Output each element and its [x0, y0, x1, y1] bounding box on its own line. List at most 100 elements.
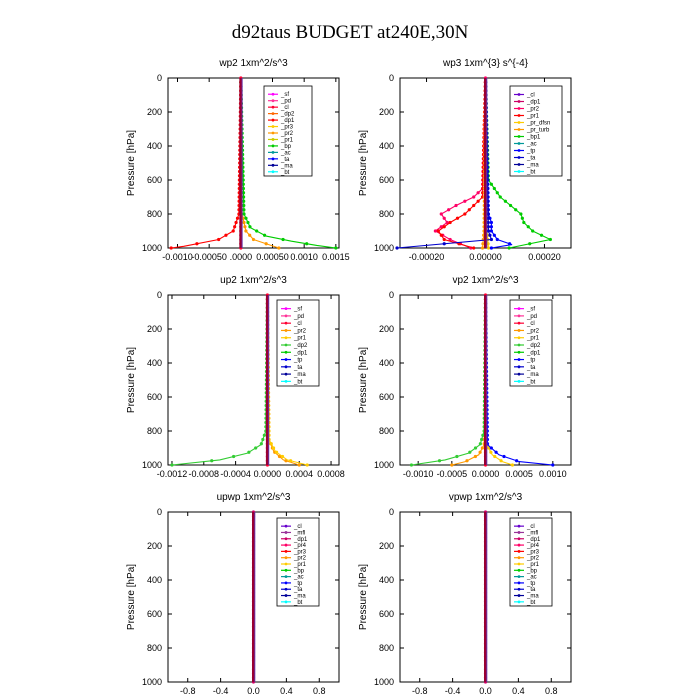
y-tick-label-0-3: 600	[147, 175, 162, 185]
legend-marker-0-0	[271, 92, 275, 96]
y-tick-label-4-3: 600	[147, 609, 162, 619]
legend-label-1-4: _pr_dfsn	[526, 121, 550, 127]
series-marker-3-pr2-1000	[450, 463, 454, 467]
x-tick-label-3-1: -0.0005	[437, 469, 468, 479]
legend-label-2-1: _pd	[293, 314, 304, 320]
legend-label-0-10: _ta	[280, 157, 290, 163]
series-marker-1-bp1-800	[519, 212, 523, 216]
series-marker-2-pr2-950	[277, 454, 282, 459]
series-marker-3-dp2-875	[478, 442, 482, 446]
y-tick-label-1-5: 1000	[374, 243, 394, 253]
series-marker-0-pr2-1000	[277, 246, 281, 250]
y-tick-label-4-4: 800	[147, 643, 162, 653]
legend-marker-3-10	[517, 379, 521, 383]
legend-label-5-12: _bt	[526, 600, 536, 606]
legend-label-2-10: _bt	[293, 379, 303, 385]
x-tick-label-0-2: .0000	[230, 252, 253, 262]
legend-label-4-8: _ac	[293, 575, 304, 581]
legend-label-5-10: _ta	[526, 587, 536, 593]
legend-marker-0-7	[271, 138, 275, 141]
legend-marker-5-2	[517, 537, 521, 541]
y-tick-label-2-2: 400	[147, 358, 162, 368]
series-marker-0-bp-675	[241, 191, 246, 195]
legend-marker-1-6	[517, 135, 521, 138]
legend-label-4-6: _pr1	[293, 562, 307, 568]
series-marker-1-pr2-825	[442, 216, 446, 220]
legend-marker-0-11	[271, 163, 275, 167]
legend-label-1-2: _pr2	[526, 107, 540, 113]
legend-marker-3-9	[517, 372, 521, 376]
x-tick-label-0-1: -0.00050	[191, 252, 227, 262]
legend-marker-1-1	[517, 100, 521, 103]
legend-label-0-1: _pd	[280, 99, 291, 105]
series-marker-0-bp-725	[242, 199, 246, 203]
figure-title: d92taus BUDGET at240E,30N	[232, 22, 469, 43]
legend-label-3-10: _bt	[526, 379, 536, 385]
series-marker-1-bp1-850	[522, 220, 526, 225]
series-marker-0-dp1-875	[233, 225, 237, 229]
legend-label-2-2: _cl	[293, 321, 302, 327]
series-marker-1-ta-850	[486, 220, 490, 225]
y-tick-label-0-2: 400	[147, 141, 162, 151]
legend-marker-5-0	[517, 524, 521, 528]
series-marker-3-tp-950	[502, 454, 506, 459]
legend-label-5-5: _pr2	[526, 556, 540, 562]
legend-label-5-4: _pr3	[526, 549, 540, 555]
legend-marker-2-2	[284, 321, 288, 325]
series-marker-2-dp2-975	[210, 459, 214, 463]
legend-label-4-3: _pr4	[293, 543, 307, 549]
series-marker-2-pr1-1000	[305, 463, 309, 467]
legend-marker-0-6	[271, 131, 275, 135]
series-marker-1-pr2-850	[445, 220, 449, 225]
series-marker-0-bp-925	[262, 233, 267, 237]
y-tick-label-1-4: 800	[379, 209, 394, 219]
x-tick-label-5-4: 0.8	[545, 686, 558, 696]
series-marker-2-pr1-975	[289, 459, 293, 463]
legend-marker-2-1	[284, 314, 288, 318]
series-marker-1-pr1-850	[448, 220, 452, 225]
series-marker-1-pr1-800	[463, 212, 467, 216]
series-marker-1-pr2-775	[447, 208, 451, 212]
legend-label-3-4: _pr1	[526, 336, 540, 342]
legend-label-5-1: _mfl	[526, 530, 538, 536]
x-tick-label-4-3: 0.4	[280, 686, 293, 696]
legend-marker-2-10	[284, 379, 288, 383]
series-marker-1-tp-1000	[489, 246, 493, 250]
legend-marker-2-8	[284, 365, 288, 369]
legend-label-5-6: _pr1	[526, 562, 540, 568]
legend-marker-0-5	[271, 125, 275, 128]
x-tick-label-2-5: 0.0008	[317, 469, 345, 479]
series-marker-0-dp1-925	[224, 233, 228, 237]
panel-title-1: wp3 1xm^{3} s^{-4}	[442, 58, 529, 69]
legend-label-4-10: _ta	[293, 587, 303, 593]
series-marker-1-pr1-825	[455, 216, 460, 220]
legend-marker-5-1	[517, 531, 521, 534]
legend-marker-4-5	[284, 556, 288, 560]
legend-label-0-12: _bt	[280, 170, 290, 176]
series-marker-2-pr2-1000	[297, 463, 301, 467]
legend-label-5-7: _bp	[526, 568, 538, 574]
legend-label-2-7: _tp	[293, 358, 303, 364]
x-tick-label-1-0: -0.00020	[409, 252, 445, 262]
legend-label-1-10: _ma	[526, 163, 539, 169]
y-tick-label-5-2: 400	[379, 575, 394, 585]
series-marker-1-pr1-950	[442, 237, 446, 242]
panel-title-4: upwp 1xm^2/s^3	[217, 492, 291, 503]
legend-label-0-6: _pr2	[280, 131, 294, 137]
series-marker-1-bp1-725	[503, 199, 507, 203]
legend-marker-0-12	[271, 170, 275, 174]
x-tick-label-0-3: 0.00050	[256, 252, 289, 262]
legend-label-3-7: _tp	[526, 358, 536, 364]
series-marker-3-pr1-975	[499, 459, 503, 463]
legend-marker-0-1	[271, 99, 275, 103]
series-marker-1-pr2-725	[463, 199, 467, 203]
series-marker-1-bp1-950	[548, 237, 552, 242]
panel-title-3: vp2 1xm^2/s^3	[452, 275, 519, 286]
x-tick-label-2-4: 0.0004	[285, 469, 313, 479]
legend-label-2-5: _dp2	[293, 343, 308, 349]
y-tick-label-2-5: 1000	[142, 460, 162, 470]
series-marker-1-tp-975	[507, 242, 512, 246]
panel-frame-2	[167, 294, 340, 466]
series-marker-1-pr1-875	[442, 225, 446, 229]
